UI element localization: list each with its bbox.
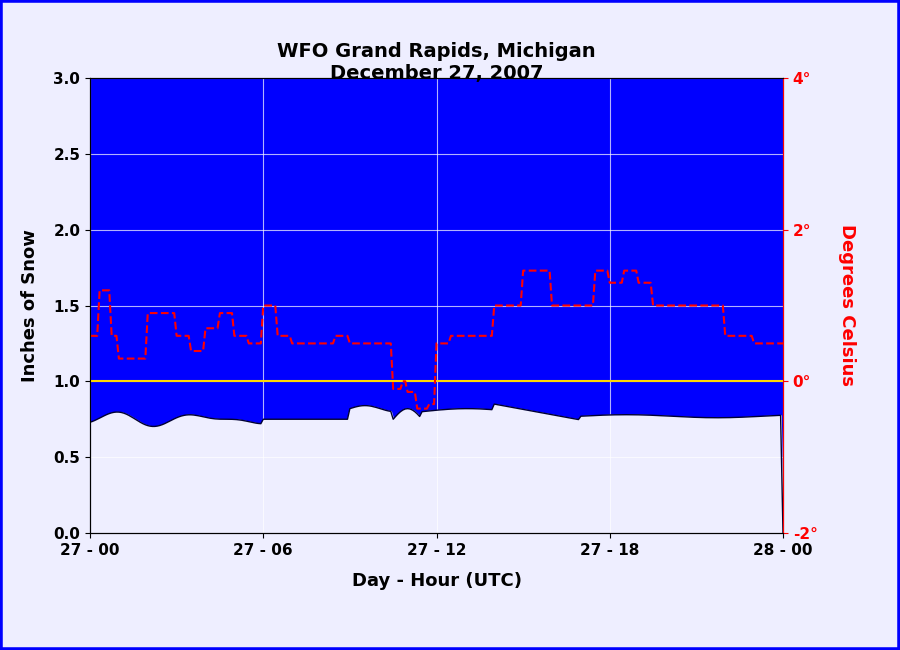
X-axis label: Day - Hour (UTC): Day - Hour (UTC) <box>352 571 521 590</box>
Y-axis label: Inches of Snow: Inches of Snow <box>22 229 40 382</box>
Y-axis label: Degrees Celsius: Degrees Celsius <box>839 224 857 387</box>
Text: WFO Grand Rapids, Michigan
December 27, 2007: WFO Grand Rapids, Michigan December 27, … <box>277 42 596 83</box>
